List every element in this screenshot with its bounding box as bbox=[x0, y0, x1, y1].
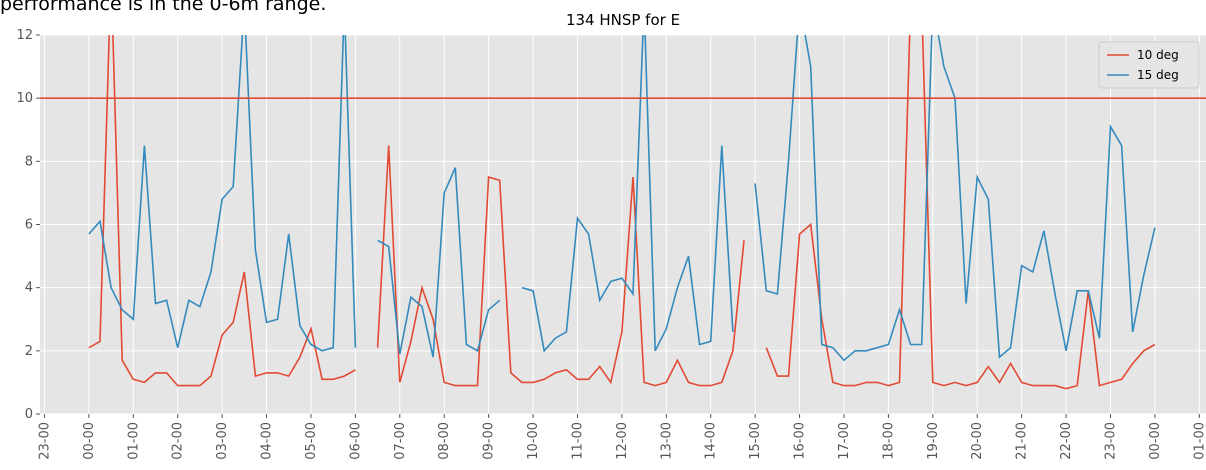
x-tick-label: 10-00 bbox=[526, 422, 541, 460]
y-tick-label: 6 bbox=[25, 218, 33, 233]
x-tick-label: 23-00 bbox=[37, 422, 52, 460]
x-tick-label: 04-00 bbox=[260, 422, 275, 460]
x-tick-label: 11-00 bbox=[570, 422, 585, 460]
chart-title: 134 HNSP for E bbox=[566, 11, 680, 29]
axes: 0 2 4 6 8 10 12 23-00 00-00 01-00 02-00 03-00 04-00 0… bbox=[16, 28, 1206, 460]
x-tick-label: 03-00 bbox=[215, 422, 230, 460]
legend-box bbox=[1098, 41, 1200, 89]
x-tick-label: 00-00 bbox=[82, 422, 97, 460]
y-tick-label: 2 bbox=[25, 344, 33, 359]
x-tick-label: 07-00 bbox=[393, 422, 408, 460]
x-tick-label: 00-00 bbox=[1148, 422, 1163, 460]
x-tick-label: 17-00 bbox=[837, 422, 852, 460]
x-tick-label: 01-00 bbox=[126, 422, 141, 460]
y-tick-label: 0 bbox=[25, 407, 33, 422]
x-tick-label: 21-00 bbox=[1015, 422, 1030, 460]
x-tick-label: 06-00 bbox=[348, 422, 363, 460]
x-tick-label: 20-00 bbox=[970, 422, 985, 460]
x-tick-label: 23-00 bbox=[1103, 422, 1118, 460]
x-tick-label: 15-00 bbox=[748, 422, 763, 460]
series-line bbox=[88, 35, 1156, 362]
caption: performance is in the 0-6m range. bbox=[0, 0, 326, 15]
x-tick-label: 22-00 bbox=[1059, 422, 1074, 460]
x-tick-label: 16-00 bbox=[793, 422, 808, 460]
x-tick-label: 19-00 bbox=[926, 422, 941, 460]
x-tick-label: 01-00 bbox=[1192, 422, 1206, 460]
x-tick-label: 02-00 bbox=[171, 422, 186, 460]
legend-label: 15 deg bbox=[1137, 68, 1179, 82]
x-tick-label: 08-00 bbox=[437, 422, 452, 460]
y-tick-label: 4 bbox=[25, 281, 33, 296]
x-tick-label: 12-00 bbox=[615, 422, 630, 460]
x-tick-label: 13-00 bbox=[659, 422, 674, 460]
x-tick-label: 09-00 bbox=[482, 422, 497, 460]
series-line bbox=[88, 35, 1156, 390]
y-tick-label: 8 bbox=[25, 154, 33, 169]
legend-label: 10 deg bbox=[1137, 48, 1179, 62]
x-tick-label: 05-00 bbox=[304, 422, 319, 460]
lines bbox=[40, 35, 1206, 390]
y-tick-label: 10 bbox=[16, 91, 33, 106]
y-tick-label: 12 bbox=[16, 28, 33, 43]
x-tick-label: 18-00 bbox=[881, 422, 896, 460]
x-tick-label: 14-00 bbox=[704, 422, 719, 460]
